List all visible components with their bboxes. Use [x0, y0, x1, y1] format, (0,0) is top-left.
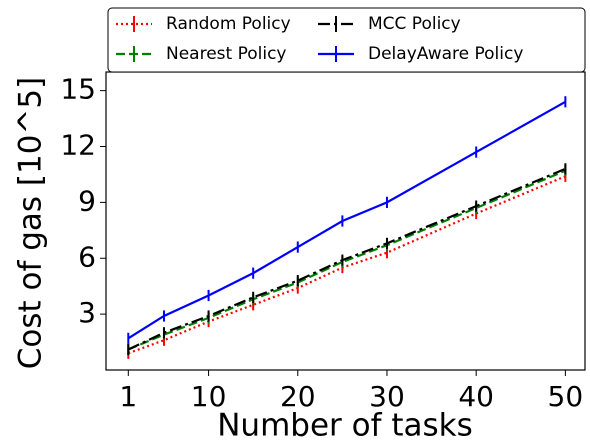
legend-box: [107, 7, 586, 73]
x-tick-label: 40: [458, 380, 494, 413]
plot-frame: [105, 71, 586, 371]
legend-label: Nearest Policy: [166, 44, 287, 64]
x-axis-label: Number of tasks: [217, 408, 473, 444]
series-line: [127, 167, 566, 351]
legend-label: Random Policy: [166, 14, 291, 34]
legend-label: MCC Policy: [368, 14, 461, 34]
y-tick-label: 3: [78, 296, 96, 329]
x-tick-label: 1: [119, 380, 137, 413]
x-tick-label: 20: [280, 380, 316, 413]
y-tick-label: 15: [60, 73, 96, 106]
x-tick-label: 50: [548, 380, 584, 413]
y-axis-label: Cost of gas [10^5]: [13, 77, 49, 370]
y-tick-label: 6: [78, 240, 96, 273]
series-line: [127, 175, 566, 355]
series-line: [127, 100, 566, 340]
x-tick-label: 30: [369, 380, 405, 413]
legend-label: DelayAware Policy: [368, 44, 523, 64]
y-tick-label: 12: [60, 129, 96, 162]
y-tick-label: 9: [78, 184, 96, 217]
x-tick-label: 10: [191, 380, 227, 413]
